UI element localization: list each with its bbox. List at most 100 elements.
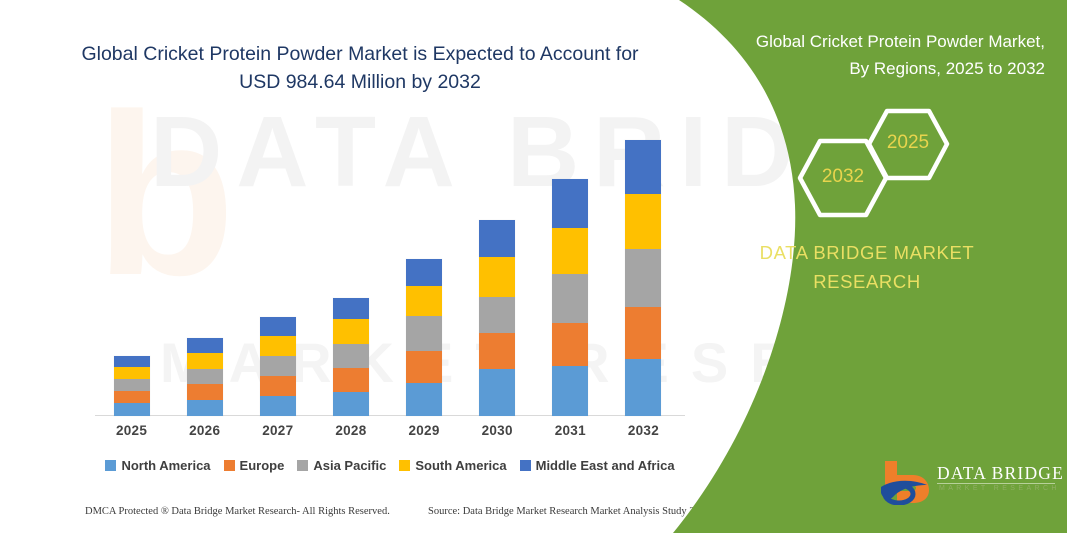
bar-segment bbox=[479, 257, 516, 297]
green-panel-shape bbox=[673, 0, 1067, 533]
x-axis-labels: 2025 2026 2027 2028 2029 2030 2031 2032 bbox=[95, 423, 680, 445]
legend-item[interactable]: Europe bbox=[223, 457, 285, 473]
legend-label: Asia Pacific bbox=[313, 457, 387, 473]
hexagon-2032-label: 2032 bbox=[821, 166, 865, 187]
logo-wordmark: DATA BRIDGE bbox=[937, 463, 1065, 483]
bar-segment bbox=[259, 376, 296, 396]
chart-pane: Global Cricket Protein Powder Market is … bbox=[0, 43, 710, 526]
hexagon-2025-outline bbox=[866, 108, 950, 181]
bar-segment bbox=[479, 369, 516, 416]
bar-segment bbox=[186, 384, 223, 400]
bar-segment bbox=[552, 274, 589, 323]
legend-item[interactable]: South America bbox=[399, 457, 507, 473]
panel-title: Global Cricket Protein Powder Market, By… bbox=[755, 32, 1045, 78]
bar-column-2025 bbox=[96, 120, 168, 416]
bar-segment bbox=[186, 369, 223, 384]
x-axis-label-2027: 2027 bbox=[262, 423, 294, 438]
bar-segment bbox=[113, 391, 150, 403]
brand-line-2: RESEARCH bbox=[813, 271, 921, 292]
bar-segment bbox=[113, 379, 150, 391]
brand-name: DATA BRIDGE MARKET RESEARCH bbox=[667, 238, 1067, 296]
x-axis-label-2025: 2025 bbox=[115, 423, 148, 438]
stacked-bar bbox=[186, 338, 223, 416]
logo-mark-icon bbox=[881, 461, 929, 505]
bar-column-2032 bbox=[607, 120, 679, 416]
bar-segment bbox=[332, 392, 369, 416]
bar-segment bbox=[479, 220, 516, 257]
bar-segment bbox=[552, 228, 589, 274]
bar-segment bbox=[332, 319, 369, 344]
bar-column-2028 bbox=[315, 120, 387, 416]
legend-label: South America bbox=[415, 457, 507, 473]
x-axis-label-2030: 2030 bbox=[481, 423, 513, 438]
hexagon-2032-outline bbox=[797, 138, 889, 218]
bar-segment bbox=[406, 383, 443, 416]
x-axis-label-2032: 2032 bbox=[627, 423, 660, 438]
legend-swatch-icon bbox=[223, 459, 235, 471]
bar-segment bbox=[625, 194, 662, 249]
bar-segment bbox=[113, 367, 150, 379]
bar-segment bbox=[332, 368, 369, 392]
year-hexagons: 2032 2025 bbox=[667, 108, 1067, 220]
bar-segment bbox=[625, 359, 662, 416]
footer-copyright: DMCA Protected ® Data Bridge Market Rese… bbox=[85, 506, 390, 517]
legend-item[interactable]: Asia Pacific bbox=[297, 458, 386, 473]
footer-source: Source: Data Bridge Market Research Mark… bbox=[428, 506, 711, 517]
bar-segment bbox=[479, 333, 516, 369]
hexagon-2032: 2032 bbox=[797, 138, 889, 218]
bar-segment bbox=[113, 356, 150, 367]
bar-segment bbox=[479, 297, 516, 333]
bar-segment bbox=[186, 400, 223, 416]
bar-segment bbox=[625, 249, 662, 307]
bar-column-2029 bbox=[388, 120, 460, 416]
bar-segment bbox=[259, 317, 296, 336]
x-axis-label-2026: 2026 bbox=[189, 423, 221, 438]
stacked-bar bbox=[625, 140, 662, 416]
green-side-panel: Global Cricket Protein Powder Market, By… bbox=[667, 0, 1067, 533]
legend-item[interactable]: Middle East and Africa bbox=[519, 457, 675, 473]
legend-label: Middle East and Africa bbox=[535, 457, 675, 473]
x-axis-label-2028: 2028 bbox=[335, 423, 367, 438]
bar-segment bbox=[186, 353, 223, 369]
bar-column-2031 bbox=[534, 120, 606, 416]
stacked-bar bbox=[332, 298, 369, 416]
bar-segment bbox=[406, 316, 443, 351]
legend-swatch-icon bbox=[399, 459, 411, 471]
bar-segment bbox=[259, 356, 296, 376]
stacked-bar bbox=[552, 179, 589, 416]
bar-segment bbox=[625, 307, 662, 359]
bar-segment bbox=[406, 259, 443, 286]
footer: DMCA Protected ® Data Bridge Market Rese… bbox=[0, 506, 710, 526]
chart-legend: North America Europe Asia Pacific South Ame… bbox=[95, 455, 685, 475]
legend-swatch-icon bbox=[519, 459, 531, 471]
legend-label: North America bbox=[121, 457, 211, 473]
legend-swatch-icon bbox=[105, 459, 117, 471]
x-axis-label-2031: 2031 bbox=[554, 423, 586, 438]
legend-item[interactable]: North America bbox=[105, 457, 211, 473]
stacked-bar bbox=[259, 317, 296, 416]
stacked-bar bbox=[479, 220, 516, 416]
bar-segment bbox=[406, 351, 443, 383]
logo-divider bbox=[937, 483, 1055, 484]
legend-label: Europe bbox=[239, 457, 285, 473]
bar-segment bbox=[552, 179, 589, 228]
legend-swatch-icon bbox=[297, 459, 309, 471]
stacked-bar-chart bbox=[95, 120, 680, 416]
x-axis-label-2029: 2029 bbox=[408, 423, 440, 438]
bar-segment bbox=[332, 298, 369, 319]
bar-segment bbox=[186, 338, 223, 353]
bar-segment bbox=[113, 403, 150, 416]
bar-segment bbox=[259, 396, 296, 416]
bar-column-2030 bbox=[461, 120, 533, 416]
brand-line-1: DATA BRIDGE MARKET bbox=[759, 242, 975, 263]
chart-baseline bbox=[95, 415, 685, 416]
bar-segment bbox=[332, 344, 369, 368]
data-bridge-logo: DATA BRIDGE MARKET RESEARCH bbox=[879, 455, 1064, 515]
bar-segment bbox=[259, 336, 296, 356]
logo-tagline: MARKET RESEARCH bbox=[939, 485, 1060, 492]
bar-segment bbox=[552, 323, 589, 366]
hexagon-2025: 2025 bbox=[866, 108, 950, 181]
page-title: Global Cricket Protein Powder Market is … bbox=[81, 43, 639, 93]
stacked-bar bbox=[406, 259, 443, 416]
